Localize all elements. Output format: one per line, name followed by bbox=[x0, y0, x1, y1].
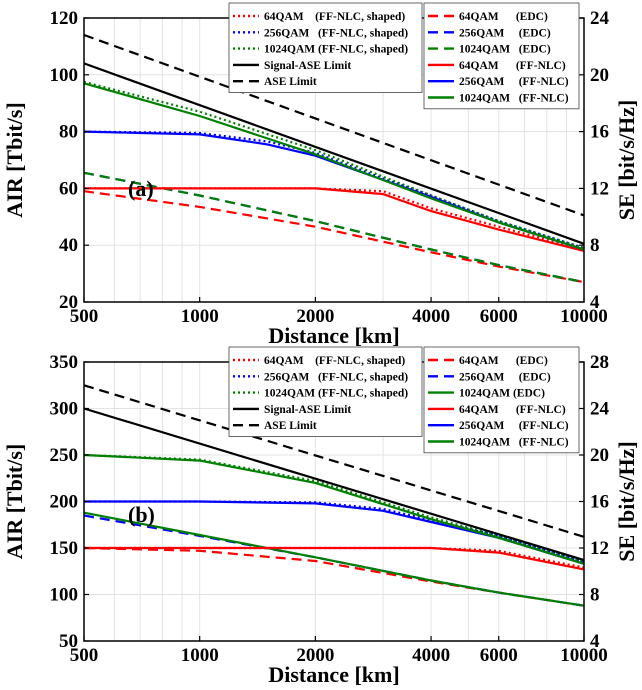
series-line-8 bbox=[84, 546, 585, 571]
y-tick-label: 100 bbox=[50, 585, 79, 606]
series-line-7 bbox=[83, 511, 585, 607]
y2-tick-label: 8 bbox=[590, 235, 600, 256]
legend-entry: 256QAM (EDC) bbox=[459, 27, 551, 39]
legend-entry: Signal-ASE Limit bbox=[264, 60, 351, 72]
legend-box-right bbox=[423, 346, 580, 454]
x-tick-label: 2000 bbox=[296, 306, 334, 327]
series-line-8 bbox=[84, 187, 585, 252]
series-line-3 bbox=[83, 62, 585, 245]
y2-tick-label: 20 bbox=[590, 445, 609, 466]
series-line-5 bbox=[83, 190, 585, 284]
series-line-2 bbox=[83, 453, 585, 564]
y2-tick-label: 24 bbox=[590, 8, 610, 29]
series-line-5 bbox=[83, 546, 585, 607]
legend-entry: 1024QAM (FF-NLC) bbox=[459, 93, 569, 105]
legend-entry: Signal-ASE Limit bbox=[264, 404, 351, 416]
y-tick-label: 300 bbox=[50, 399, 79, 420]
series-line-4 bbox=[83, 384, 585, 538]
x-tick-label: 4000 bbox=[412, 306, 450, 327]
legend-entry: ASE Limit bbox=[264, 76, 317, 88]
legend-entry: 256QAM (FF-NLC) bbox=[459, 76, 569, 88]
y2-axis-label: SE [bit/s/Hz] bbox=[614, 441, 639, 561]
y-tick-label: 60 bbox=[59, 178, 78, 199]
y2-tick-label: 24 bbox=[590, 399, 610, 420]
y-tick-label: 200 bbox=[50, 492, 79, 513]
x-tick-label: 500 bbox=[70, 645, 99, 666]
legend-entry: 256QAM (FF-NLC, shaped) bbox=[264, 27, 408, 39]
x-tick-label: 2000 bbox=[296, 645, 334, 666]
y2-tick-label: 16 bbox=[590, 492, 609, 513]
y2-tick-label: 20 bbox=[590, 65, 609, 86]
y-tick-label: 80 bbox=[59, 122, 78, 143]
y-tick-label: 20 bbox=[59, 292, 78, 313]
y-tick-label: 50 bbox=[59, 631, 78, 652]
legend-entry: ASE Limit bbox=[264, 420, 317, 432]
y-axis-label: AIR [Tbit/s] bbox=[2, 444, 27, 560]
series-line-10 bbox=[83, 82, 585, 251]
panel-label: (a) bbox=[128, 176, 154, 201]
legend-entry: 1024QAM (FF-NLC) bbox=[459, 437, 569, 449]
x-tick-label: 4000 bbox=[412, 645, 450, 666]
y-tick-label: 40 bbox=[59, 235, 78, 256]
series-line-10 bbox=[83, 453, 585, 565]
x-tick-label: 1000 bbox=[181, 306, 219, 327]
y-tick-label: 100 bbox=[50, 65, 79, 86]
x-tick-label: 6000 bbox=[480, 306, 518, 327]
legend-entry: 256QAM (FF-NLC, shaped) bbox=[264, 371, 408, 383]
series-line-3 bbox=[83, 407, 585, 562]
x-tick-label: 1000 bbox=[181, 645, 219, 666]
y-tick-label: 250 bbox=[50, 445, 79, 466]
legend-entry: 256QAM (FF-NLC) bbox=[459, 420, 569, 432]
x-tick-label: 500 bbox=[70, 306, 99, 327]
x-tick-label: 10000 bbox=[560, 306, 608, 327]
y-axis-label: AIR [Tbit/s] bbox=[2, 102, 27, 218]
legend-entry: 64QAM (FF-NLC) bbox=[459, 60, 566, 72]
legend-entry: 64QAM (FF-NLC, shaped) bbox=[264, 11, 405, 23]
x-axis-label: Distance [km] bbox=[268, 662, 399, 687]
series-line-4 bbox=[83, 33, 585, 217]
x-tick-label: 10000 bbox=[560, 645, 608, 666]
legend-box-right bbox=[423, 2, 580, 110]
legend-entry: 64QAM (FF-NLC) bbox=[459, 404, 566, 416]
y2-axis-label: SE [bit/s/Hz] bbox=[614, 100, 639, 220]
x-axis-label: Distance [km] bbox=[268, 323, 399, 348]
legend-entry: 64QAM (FF-NLC, shaped) bbox=[264, 355, 405, 367]
y-tick-label: 350 bbox=[50, 352, 79, 373]
y2-tick-label: 4 bbox=[590, 292, 600, 313]
legend-box-left bbox=[228, 2, 423, 93]
legend-box-left bbox=[228, 346, 423, 437]
legend-entry: 64QAM (EDC) bbox=[459, 355, 548, 367]
series-line-0 bbox=[84, 546, 585, 569]
legend-entry: 256QAM (EDC) bbox=[459, 371, 551, 383]
legend-entry: 1024QAM (EDC) bbox=[459, 44, 551, 56]
y2-tick-label: 8 bbox=[590, 585, 600, 606]
legend-entry: 1024QAM (FF-NLC, shaped) bbox=[264, 388, 408, 400]
y2-tick-label: 12 bbox=[590, 178, 609, 199]
series-line-0 bbox=[84, 187, 585, 251]
y2-tick-label: 12 bbox=[590, 538, 609, 559]
legend-entry: 64QAM (EDC) bbox=[459, 11, 548, 23]
series-line-7 bbox=[83, 171, 585, 284]
panel-label: (b) bbox=[128, 502, 155, 527]
y-tick-label: 120 bbox=[50, 8, 79, 29]
legend-entry: 1024QAM (EDC) bbox=[459, 388, 545, 400]
y2-tick-label: 28 bbox=[590, 352, 609, 373]
y-tick-label: 150 bbox=[50, 538, 79, 559]
x-tick-label: 6000 bbox=[480, 645, 518, 666]
legend-entry: 1024QAM (FF-NLC, shaped) bbox=[264, 44, 408, 56]
y2-tick-label: 16 bbox=[590, 122, 609, 143]
y2-tick-label: 4 bbox=[590, 631, 600, 652]
